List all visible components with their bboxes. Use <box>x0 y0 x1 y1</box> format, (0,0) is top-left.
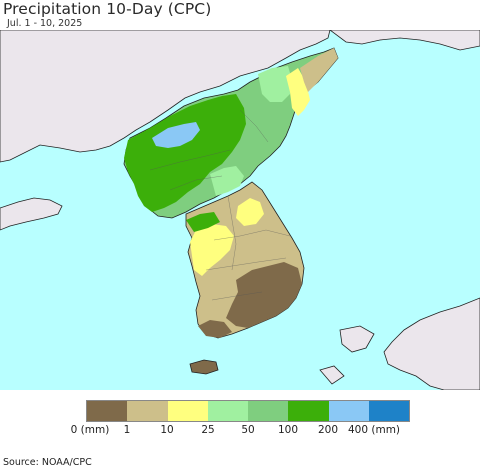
precip-0-1-se <box>226 262 302 328</box>
shandong-peninsula <box>0 197 63 231</box>
legend-swatch <box>368 401 409 421</box>
japan-small-island <box>319 365 345 385</box>
precip-25-50-east <box>210 166 244 196</box>
province-boundaries <box>149 109 291 301</box>
legend-swatch <box>288 401 329 421</box>
legend-label: 100 <box>277 424 299 436</box>
japan-island <box>339 325 375 353</box>
legend-label: 50 <box>241 424 255 436</box>
precip-1-10-ne <box>300 48 338 92</box>
precipitation-map <box>0 30 480 390</box>
legend-swatch <box>248 401 289 421</box>
legend-color-bar <box>86 400 410 422</box>
legend-swatch <box>87 401 128 421</box>
precip-100-200 <box>124 94 246 212</box>
legend-label: 200 <box>317 424 339 436</box>
precip-25-50-ne <box>258 66 292 102</box>
legend-swatch <box>328 401 369 421</box>
precip-50-100-nw <box>186 212 220 232</box>
japan-landmass <box>383 297 480 390</box>
legend-label: 25 <box>201 424 215 436</box>
jeju-island <box>189 359 219 375</box>
legend-swatch <box>167 401 208 421</box>
precip-0-1-sw <box>198 320 232 338</box>
map-date-range: Jul. 1 - 10, 2025 <box>7 18 83 29</box>
legend-label: 400 (mm) <box>347 424 401 436</box>
precip-10-25-east <box>236 198 264 226</box>
legend-label: 10 <box>160 424 174 436</box>
china-landmass <box>0 30 331 163</box>
source-credit: Source: NOAA/CPC <box>3 457 92 468</box>
legend-label: 0 (mm) <box>70 424 110 436</box>
legend-label: 1 <box>123 424 131 436</box>
russia-coast <box>329 30 480 51</box>
precip-200-400 <box>152 122 200 148</box>
map-title: Precipitation 10-Day (CPC) <box>3 0 212 18</box>
legend-swatch <box>207 401 248 421</box>
legend-swatch <box>127 401 168 421</box>
precip-10-25-west <box>190 224 234 276</box>
